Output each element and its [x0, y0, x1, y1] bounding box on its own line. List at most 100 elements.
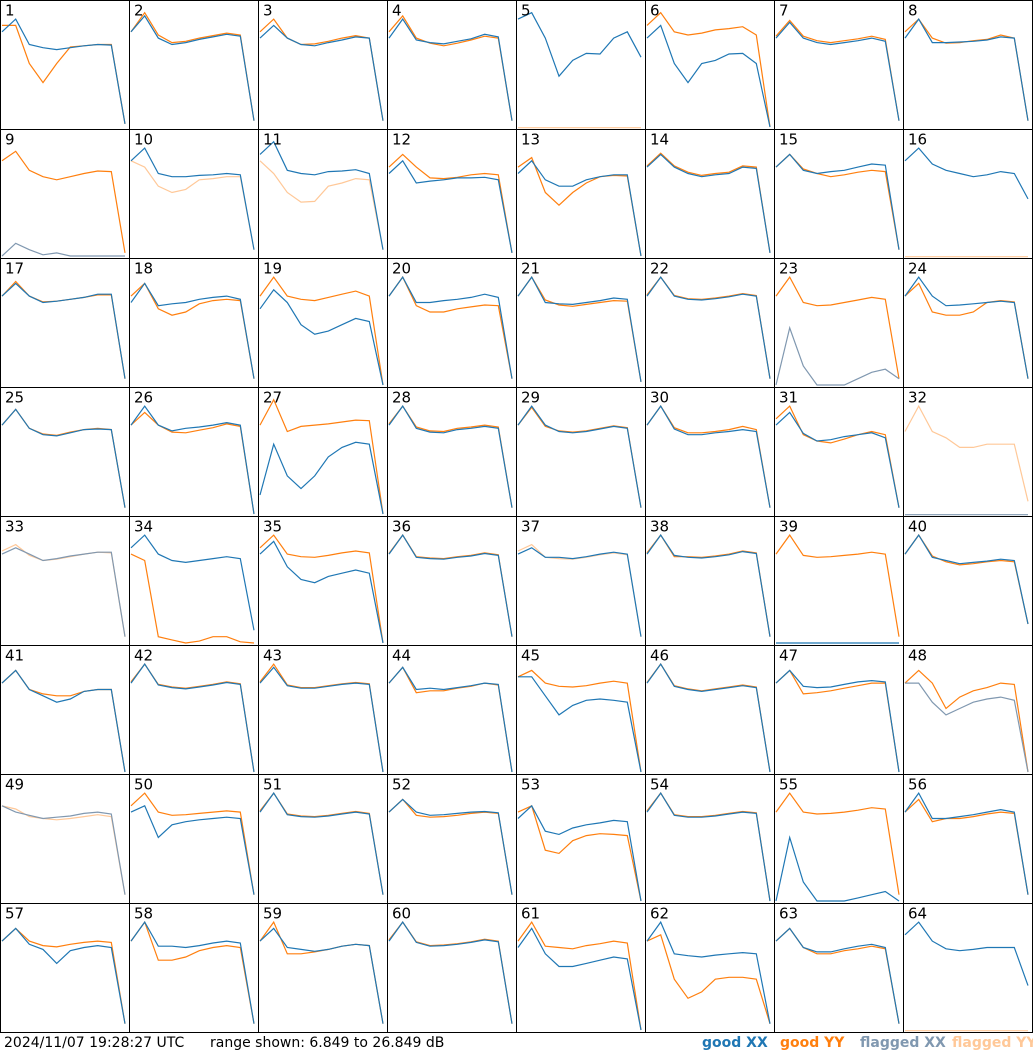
trace-yy: [259, 398, 384, 515]
legend-entry: flagged XX: [860, 1035, 946, 1051]
trace-xx: [388, 666, 513, 773]
trace-yy: [904, 404, 1029, 502]
panel-label: 57: [5, 905, 24, 923]
panel-label: 52: [392, 776, 411, 794]
trace-xx: [388, 798, 513, 895]
trace-xx: [904, 17, 1029, 121]
trace-xx: [517, 405, 642, 508]
panel-label: 50: [134, 776, 153, 794]
trace-xx: [130, 534, 255, 631]
panel-label: 12: [392, 131, 411, 149]
panel-label: 16: [908, 131, 927, 149]
trace-xx: [517, 927, 642, 1031]
trace-yy: [130, 920, 255, 1024]
panel-label: 4: [392, 2, 402, 20]
panel-label: 11: [263, 131, 282, 149]
trace-xx: [517, 275, 642, 382]
trace-yy: [775, 792, 900, 895]
panel-label: 61: [521, 905, 540, 923]
panel-label: 7: [779, 2, 789, 20]
trace-xx: [775, 927, 900, 1024]
trace-yy: [1, 150, 126, 253]
trace-xx: [775, 325, 900, 386]
trace-yy: [775, 669, 900, 773]
trace-xx: [646, 792, 771, 902]
panel-label: 60: [392, 905, 411, 923]
panel-label: 26: [134, 389, 153, 407]
trace-xx: [388, 18, 513, 121]
panel-label: 6: [650, 2, 660, 20]
trace-xx: [259, 24, 384, 121]
trace-xx: [130, 920, 255, 1024]
trace-xx: [905, 682, 1029, 773]
trace-yy: [130, 160, 255, 250]
panel-label: 39: [779, 518, 798, 536]
trace-xx: [1, 18, 126, 125]
panel-label: 48: [908, 647, 927, 665]
legend-entry: good YY: [780, 1035, 845, 1051]
trace-yy: [646, 11, 771, 128]
trace-yy: [388, 275, 513, 379]
trace-yy: [130, 411, 255, 515]
panel-label: 55: [779, 776, 798, 794]
trace-xx: [130, 14, 255, 121]
panel-label: 29: [521, 389, 540, 407]
panel-label: 15: [779, 131, 798, 149]
trace-xx: [130, 804, 255, 895]
panel-label: 36: [392, 518, 411, 536]
panel-label: 58: [134, 905, 153, 923]
trace-xx: [1, 547, 126, 637]
panel-label: 10: [134, 131, 153, 149]
trace-yy: [646, 933, 771, 1024]
panel-label: 19: [263, 260, 282, 278]
trace-xx: [904, 276, 1029, 379]
panel-label: 41: [5, 647, 24, 665]
panel-label: 45: [521, 647, 540, 665]
trace-yy: [130, 282, 255, 379]
trace-yy: [775, 275, 900, 379]
trace-xx: [646, 920, 771, 1024]
panel-label: 63: [779, 905, 798, 923]
panel-label: 1: [5, 2, 15, 20]
panel-label: 62: [650, 905, 669, 923]
panel-label: 56: [908, 776, 927, 794]
panel-label: 51: [263, 776, 282, 794]
trace-xx: [388, 159, 513, 254]
panel-label: 35: [263, 518, 282, 536]
trace-yy: [1, 805, 126, 895]
panel-label: 49: [5, 776, 24, 794]
panel-label: 30: [650, 389, 669, 407]
trace-xx: [904, 534, 1029, 625]
trace-xx: [646, 663, 771, 773]
trace-xx: [775, 153, 900, 250]
panel-label: 21: [521, 260, 540, 278]
trace-xx: [518, 676, 642, 773]
legend-entry: good XX: [702, 1035, 768, 1051]
trace-yy: [904, 669, 1029, 773]
panel-label: 28: [392, 389, 411, 407]
range-text: range shown: 6.849 to 26.849 dB: [210, 1035, 444, 1051]
panel-label: 32: [908, 389, 927, 407]
trace-yy: [775, 405, 900, 508]
panel-label: 13: [521, 131, 540, 149]
trace-xx: [1, 805, 126, 895]
trace-yy: [388, 153, 513, 254]
trace-xx: [904, 921, 1029, 986]
trace-xx: [646, 153, 771, 253]
panel-label: 31: [779, 389, 798, 407]
trace-yy: [130, 11, 255, 121]
trace-xx: [130, 282, 255, 379]
trace-yy: [388, 14, 513, 121]
trace-yy: [517, 669, 642, 773]
panel-label: 53: [521, 776, 540, 794]
trace-xx: [259, 140, 384, 250]
panel-label: 43: [263, 647, 282, 665]
panel-label: 59: [263, 905, 282, 923]
panel-label: 2: [134, 2, 144, 20]
trace-xx: [517, 159, 642, 257]
trace-xx: [388, 534, 513, 637]
trace-xx: [259, 927, 384, 1024]
trace-xx: [775, 669, 900, 773]
